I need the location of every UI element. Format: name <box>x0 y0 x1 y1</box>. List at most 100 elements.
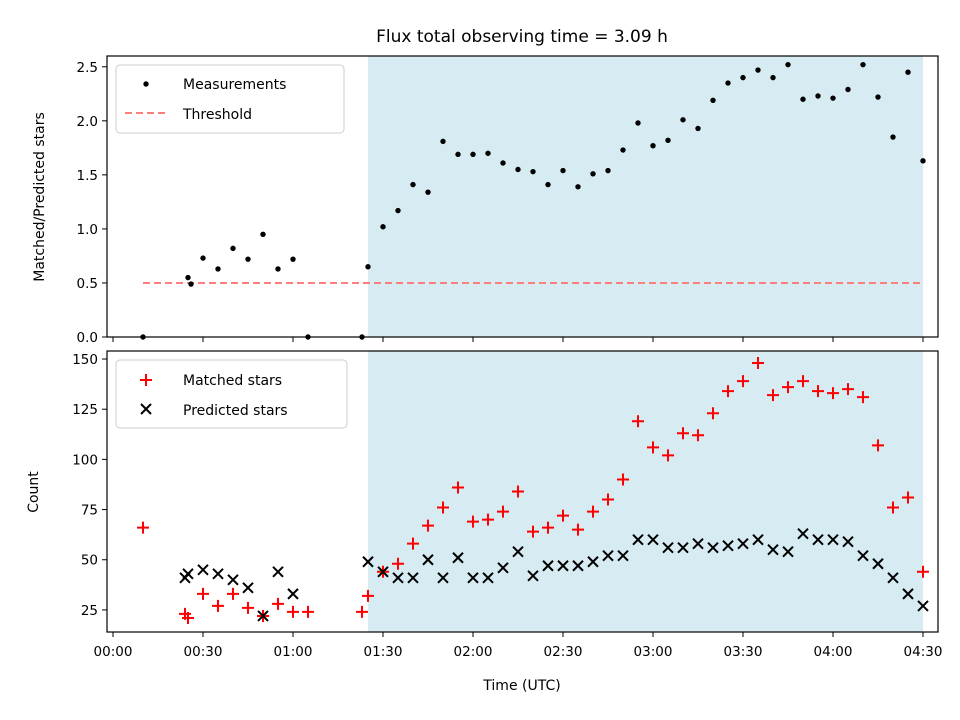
measurement-point <box>470 151 476 158</box>
predicted-star-point <box>197 564 209 576</box>
predicted-star-point <box>242 582 254 594</box>
matched-star-point <box>407 537 419 550</box>
measurement-point <box>500 160 506 166</box>
measurements-legend-label: Measurements <box>183 77 286 93</box>
matched-star-point <box>212 599 224 612</box>
predicted-star-point <box>287 588 299 600</box>
predicted-star-point <box>467 572 479 584</box>
matched-star-point <box>437 501 449 514</box>
y-tick-label: 1.0 <box>77 222 98 238</box>
predicted-star-point <box>782 546 794 558</box>
measurement-point <box>425 189 431 195</box>
predicted-star-point <box>377 566 389 578</box>
count-legend-box <box>115 359 348 429</box>
matched-star-point <box>662 449 674 462</box>
predicted-star-point <box>512 546 524 558</box>
measurement-point <box>560 167 566 174</box>
measurement-point <box>230 245 236 252</box>
matched-star-point <box>452 481 464 494</box>
matched-star-point <box>557 509 569 522</box>
measurement-point <box>725 80 731 86</box>
predicted-star-point <box>392 572 404 584</box>
predicted-star-point <box>437 572 449 584</box>
figure-title: Flux total observing time = 3.09 h <box>376 27 668 47</box>
matched-star-point <box>587 505 599 518</box>
matched-star-point <box>692 429 704 442</box>
predicted-star-point <box>587 556 599 568</box>
ratio-legend-box <box>115 64 345 134</box>
x-tick-label: 01:00 <box>274 644 313 660</box>
ratio-legend: Measurements Threshold <box>115 64 345 134</box>
matched-star-point <box>887 501 899 514</box>
y-tick-label: 1.5 <box>77 168 98 184</box>
predicted-star-point <box>572 560 584 572</box>
measurement-point <box>845 86 851 93</box>
predicted-star-point <box>917 600 929 612</box>
x-axis-label: Time (UTC) <box>482 678 560 694</box>
measurement-point <box>920 158 926 164</box>
matched-star-point <box>302 605 314 618</box>
measurement-point <box>620 147 626 153</box>
predicted-star-point <box>662 541 674 554</box>
measurement-point <box>890 134 896 140</box>
predicted-star-point <box>797 527 809 540</box>
matched-star-point <box>287 605 299 618</box>
predicted-star-point <box>542 560 554 572</box>
threshold-legend-label: Threshold <box>182 107 252 123</box>
predicted-star-point <box>692 537 704 550</box>
y-tick-label: 25 <box>81 603 98 619</box>
matched-star-point <box>797 375 809 388</box>
observing-interval-shade <box>368 56 923 337</box>
matched-star-point <box>572 523 584 536</box>
predicted-star-point <box>602 550 614 562</box>
matched-star-point <box>422 519 434 532</box>
count-y-axis-label: Count <box>26 471 42 513</box>
measurement-point <box>515 166 521 173</box>
x-tick-label: 04:30 <box>904 644 943 660</box>
measurement-point <box>875 94 881 100</box>
measurement-point <box>188 281 194 287</box>
measurement-point <box>695 125 701 132</box>
measurement-point <box>275 266 281 272</box>
matched-star-point <box>182 611 194 624</box>
measurement-point <box>485 150 491 156</box>
predicted-star-point <box>527 570 539 582</box>
matched-star-point <box>227 587 239 600</box>
predicted-star-point <box>212 568 224 580</box>
predicted-star-point <box>812 533 824 546</box>
measurement-point <box>710 97 716 104</box>
matched-star-point <box>137 521 149 534</box>
measurement-point <box>260 231 266 238</box>
x-tick-label: 03:00 <box>634 644 673 660</box>
measurement-point <box>200 255 206 261</box>
measurement-point <box>590 171 596 177</box>
x-tick-label: 00:30 <box>184 644 223 660</box>
measurement-point <box>905 69 911 75</box>
y-tick-label: 2.0 <box>77 114 98 130</box>
count-legend: Matched stars Predicted stars <box>115 359 348 429</box>
matched-star-point <box>902 491 914 504</box>
matched-legend-marker <box>140 374 152 386</box>
matched-star-point <box>362 589 374 602</box>
measurement-point <box>740 74 746 81</box>
matched-star-point <box>542 521 554 534</box>
matched-star-point <box>677 427 689 440</box>
predicted-star-point <box>872 558 884 570</box>
count-panel-frame <box>106 350 939 633</box>
predicted-star-point <box>902 588 914 600</box>
y-tick-label: 100 <box>72 452 98 468</box>
matched-star-point <box>842 383 854 396</box>
matched-star-point <box>242 601 254 614</box>
predicted-star-point <box>227 574 239 586</box>
y-tick-label: 125 <box>72 402 98 418</box>
predicted-star-point <box>362 556 374 568</box>
matched-star-point <box>467 515 479 528</box>
y-tick-label: 0.5 <box>77 276 98 292</box>
y-tick-label: 75 <box>81 503 98 519</box>
measurement-point <box>185 274 191 281</box>
count-panel: 00:00 00:30 01:00 01:30 02:00 02:30 03:00 03:30… <box>26 350 943 660</box>
measurement-point <box>650 143 656 149</box>
x-tick-label: 03:30 <box>724 644 763 660</box>
matched-star-point <box>272 597 284 610</box>
